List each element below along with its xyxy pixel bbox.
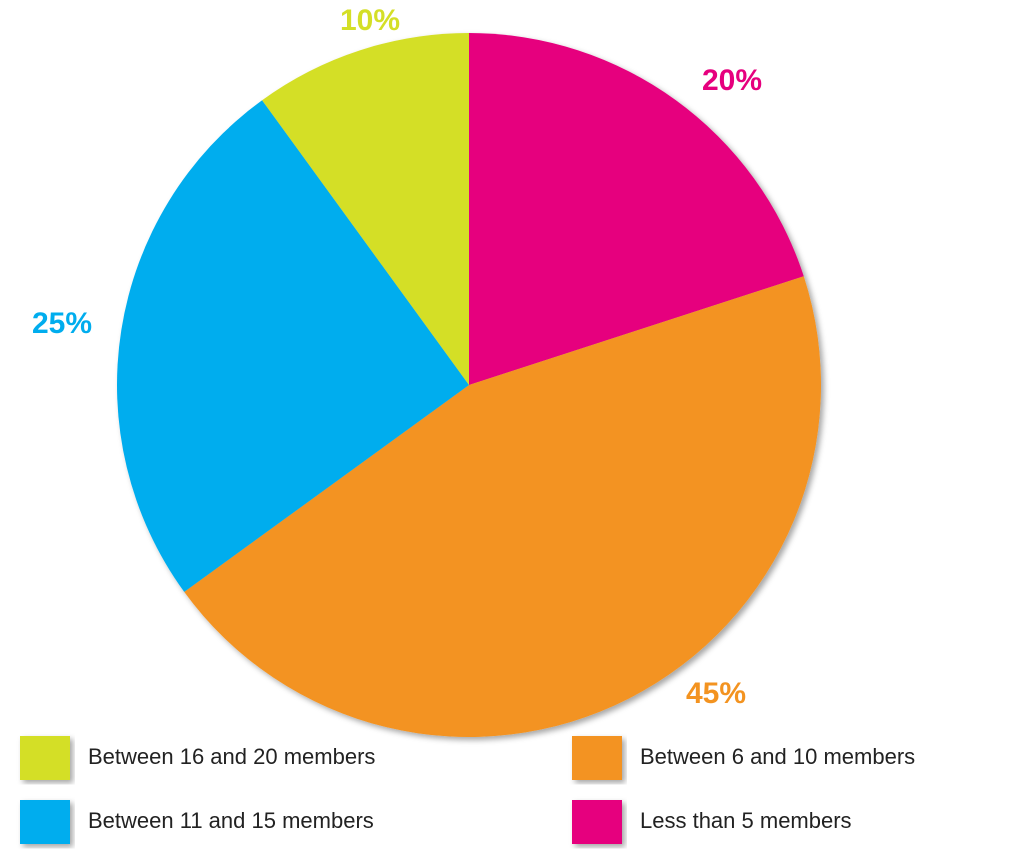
value-label: 45%	[686, 677, 746, 710]
value-label: 20%	[702, 64, 762, 97]
legend-swatch	[572, 800, 622, 844]
pie-slice	[184, 276, 822, 738]
value-label: 10%	[340, 4, 400, 37]
legend-label: Between 16 and 20 members	[88, 744, 375, 769]
legend-swatch	[572, 736, 622, 780]
legend-swatch	[20, 736, 70, 780]
pie-slice	[469, 33, 804, 385]
pie	[116, 33, 822, 738]
pie-slice	[116, 100, 469, 592]
legend-label: Less than 5 members	[640, 808, 852, 833]
legend-label: Between 11 and 15 members	[88, 808, 374, 833]
legend-label: Between 6 and 10 members	[640, 744, 915, 769]
legend-swatch	[20, 800, 70, 844]
value-label: 25%	[32, 307, 92, 340]
pie-slice	[262, 33, 469, 385]
